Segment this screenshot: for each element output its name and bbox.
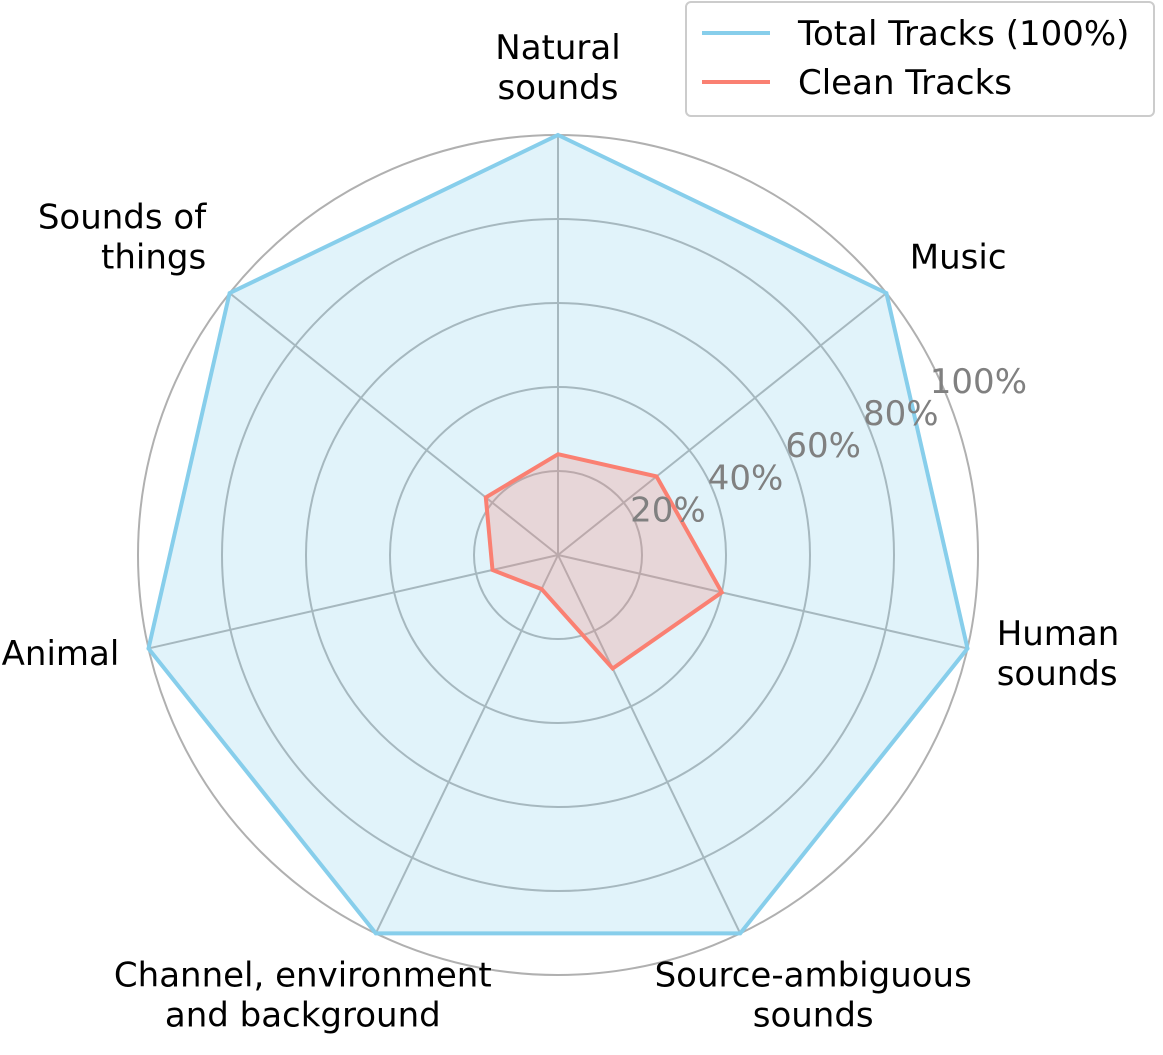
radial-tick-label: 60% [785, 426, 861, 466]
legend-box [685, 1, 1155, 117]
series-area-1 [485, 454, 722, 669]
category-label: Human sounds [997, 614, 1120, 694]
category-label: Sounds of things [38, 197, 207, 277]
radial-tick-label: 80% [863, 394, 939, 434]
series-0-point [557, 134, 559, 136]
series-0-point [967, 648, 968, 649]
series-0-point [375, 932, 377, 934]
category-label: Animal [2, 634, 120, 674]
series-1-point [557, 453, 559, 455]
series-0-point [148, 648, 149, 649]
category-labels: Natural sounds Music Human sounds Source-ambi… [2, 28, 1120, 1035]
series-1-point [656, 475, 657, 477]
series-line-0 [146, 132, 970, 936]
radial-tick-labels: 20%40%60%80%100% [630, 362, 1027, 531]
radial-tick-label: 100% [930, 362, 1027, 402]
series-0-point [885, 292, 887, 294]
series-area-0 [148, 135, 968, 934]
category-label: Natural sounds [495, 28, 620, 108]
legend: Total Tracks (100%) Clean Tracks [685, 1, 1155, 117]
grid-spoke [557, 554, 742, 934]
legend-label-clean: Clean Tracks [798, 63, 1012, 103]
series-line-1 [483, 452, 725, 672]
grid-spoke [229, 292, 559, 556]
radial-tick-label: 40% [708, 458, 784, 498]
radial-tick-label: 20% [630, 491, 706, 531]
series-0-point [739, 932, 741, 934]
category-label: Music [910, 237, 1007, 277]
grid-spoke [374, 554, 559, 934]
series-1-point [492, 569, 493, 571]
category-label: Source-ambiguous sounds [655, 955, 972, 1035]
series-1-point [721, 591, 723, 593]
grid-spoke [557, 554, 968, 650]
grid-spoke [148, 554, 559, 650]
series-1-point [612, 668, 614, 669]
series-layer [146, 132, 970, 936]
series-1-point [485, 496, 487, 498]
series-1-point [541, 588, 543, 590]
grid-spoke [557, 292, 887, 556]
legend-label-total: Total Tracks (100%) [797, 14, 1129, 54]
category-label: Channel, environment and background [114, 955, 492, 1035]
series-0-point [229, 292, 231, 294]
